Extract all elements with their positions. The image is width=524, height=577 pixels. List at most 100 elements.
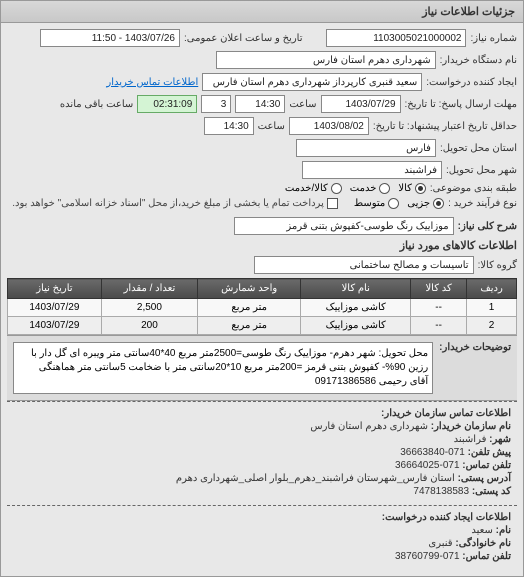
time-label-1: ساعت — [289, 99, 316, 110]
bc-phone-k: پیش تلفن: — [468, 447, 511, 458]
radio-goods-service[interactable]: کالا/خدمت — [285, 183, 342, 194]
cell: کاشی موزاییک — [301, 317, 411, 335]
creator-contact-title: اطلاعات ایجاد کننده درخواست: — [13, 512, 511, 523]
time-left-field: 02:31:09 — [137, 95, 197, 113]
items-section-title: اطلاعات کالاهای مورد نیاز — [7, 239, 517, 252]
category-radio-group: کالا خدمت کالا/خدمت — [285, 183, 426, 194]
buyer-org-field: شهرداری دهرم استان فارس — [216, 51, 436, 69]
bc-phone-v: 071-36663840 — [400, 447, 465, 458]
credit-check[interactable]: پرداخت تمام یا بخشی از مبلغ خرید،از محل … — [12, 198, 338, 209]
table-row: 2 -- کاشی موزاییک متر مربع 200 1403/07/2… — [8, 317, 517, 335]
bc-addr-k: آدرس پستی: — [458, 473, 511, 484]
cell: 200 — [101, 317, 197, 335]
description-box: توضیحات خریدار: محل تحویل: شهر دهرم- موز… — [7, 335, 517, 401]
radio-goods-service-label: کالا/خدمت — [285, 183, 328, 194]
cell: 1403/07/29 — [8, 317, 102, 335]
table-row: 1 -- کاشی موزاییک متر مربع 2,500 1403/07… — [8, 299, 517, 317]
city-label: شهر محل تحویل: — [446, 165, 517, 176]
th-row: ردیف — [467, 279, 517, 299]
buyer-org-label: نام دستگاه خریدار: — [440, 55, 517, 66]
pub-datetime-label: تاریخ و ساعت اعلان عمومی: — [184, 33, 303, 44]
requester-label: ایجاد کننده درخواست: — [426, 77, 517, 88]
purchase-type-label: نوع فرآیند خرید : — [448, 198, 517, 209]
checkbox-icon — [327, 198, 338, 209]
cc-phone-k: تلفن تماس: — [462, 551, 511, 562]
bc-addr-v: استان فارس_شهرستان فراشبند_دهرم_بلوار اص… — [176, 473, 455, 484]
radio-service[interactable]: خدمت — [350, 183, 391, 194]
bc-org-v: شهرداری دهرم استان فارس — [310, 421, 428, 432]
days-left-field: 3 — [201, 95, 231, 113]
radio-medium-label: متوسط — [354, 198, 385, 209]
category-label: طبقه بندی موضوعی: — [430, 183, 517, 194]
valid-time-field: 14:30 — [204, 117, 254, 135]
bc-post-v: 7478138583 — [413, 486, 469, 497]
th-date: تاریخ نیاز — [8, 279, 102, 299]
deadline-label: مهلت ارسال پاسخ: تا تاریخ: — [405, 99, 517, 110]
time-left-suffix: ساعت باقی مانده — [60, 99, 133, 110]
title-field: موزاییک رنگ طوسی-کفپوش بتنی قرمز — [234, 217, 454, 235]
province-label: استان محل تحویل: — [440, 143, 517, 154]
th-qty: تعداد / مقدار — [101, 279, 197, 299]
panel-title: جزئیات اطلاعات نیاز — [1, 1, 523, 23]
desc-text: محل تحویل: شهر دهرم- موزاییک رنگ طوسی=25… — [13, 342, 433, 394]
pub-datetime-field: 1403/07/26 - 11:50 — [40, 29, 180, 47]
credit-check-label: پرداخت تمام یا بخشی از مبلغ خرید،از محل … — [12, 198, 324, 209]
cell: متر مربع — [198, 299, 301, 317]
cell: 2 — [467, 317, 517, 335]
cell: -- — [411, 317, 467, 335]
group-label: گروه کالا: — [478, 260, 517, 271]
time-label-2: ساعت — [258, 121, 285, 132]
province-field: فارس — [296, 139, 436, 157]
creator-contact-section: اطلاعات ایجاد کننده درخواست: نام: سعید ن… — [7, 505, 517, 570]
radio-dot-icon — [433, 198, 444, 209]
bc-org-k: نام سازمان خریدار: — [431, 421, 511, 432]
cc-phone-v: 071-38760799 — [395, 551, 460, 562]
panel-body: شماره نیاز: 1103005021000002 تاریخ و ساع… — [1, 23, 523, 576]
radio-service-label: خدمت — [350, 183, 377, 194]
req-no-field: 1103005021000002 — [326, 29, 466, 47]
cell: 1403/07/29 — [8, 299, 102, 317]
items-table: ردیف کد کالا نام کالا واحد شمارش تعداد /… — [7, 278, 517, 335]
buyer-contact-title: اطلاعات تماس سازمان خریدار: — [13, 408, 511, 419]
cell: کاشی موزاییک — [301, 299, 411, 317]
cell: -- — [411, 299, 467, 317]
cell: 2,500 — [101, 299, 197, 317]
radio-goods-label: کالا — [398, 183, 412, 194]
cc-lname-k: نام خانوادگی: — [455, 538, 511, 549]
deadline-time-field: 14:30 — [235, 95, 285, 113]
desc-label: توضیحات خریدار: — [439, 342, 511, 394]
purchase-radio-group: جزیی متوسط — [354, 198, 444, 209]
bc-fax-k: تلفن تماس: — [462, 460, 511, 471]
th-code: کد کالا — [411, 279, 467, 299]
requester-field: سعید قنبری کارپرداز شهرداری دهرم استان ف… — [202, 73, 422, 91]
buyer-contact-section: اطلاعات تماس سازمان خریدار: نام سازمان خ… — [7, 401, 517, 505]
cc-lname-v: قنبری — [428, 538, 452, 549]
cell: 1 — [467, 299, 517, 317]
cc-name-v: سعید — [471, 525, 492, 536]
radio-medium[interactable]: متوسط — [354, 198, 399, 209]
deadline-date-field: 1403/07/29 — [321, 95, 401, 113]
radio-dot-icon — [331, 183, 342, 194]
radio-small-label: جزیی — [407, 198, 430, 209]
radio-dot-icon — [388, 198, 399, 209]
bc-fax-v: 071-36664025 — [395, 460, 460, 471]
radio-goods[interactable]: کالا — [398, 183, 426, 194]
table-header-row: ردیف کد کالا نام کالا واحد شمارش تعداد /… — [8, 279, 517, 299]
city-field: فراشبند — [302, 161, 442, 179]
th-unit: واحد شمارش — [198, 279, 301, 299]
th-name: نام کالا — [301, 279, 411, 299]
radio-dot-icon — [379, 183, 390, 194]
bc-post-k: کد پستی: — [472, 486, 511, 497]
cc-name-k: نام: — [496, 525, 511, 536]
valid-until-label: حداقل تاریخ اعتبار پیشنهاد: تا تاریخ: — [373, 121, 517, 132]
bc-city-k: شهر: — [489, 434, 511, 445]
details-panel: جزئیات اطلاعات نیاز شماره نیاز: 11030050… — [0, 0, 524, 577]
radio-small[interactable]: جزیی — [407, 198, 444, 209]
radio-dot-icon — [415, 183, 426, 194]
cell: متر مربع — [198, 317, 301, 335]
req-no-label: شماره نیاز: — [470, 33, 517, 44]
valid-date-field: 1403/08/02 — [289, 117, 369, 135]
buyer-contact-link[interactable]: اطلاعات تماس خریدار — [106, 77, 198, 88]
bc-city-v: فراشبند — [454, 434, 487, 445]
group-field: تاسیسات و مصالح ساختمانی — [254, 256, 474, 274]
